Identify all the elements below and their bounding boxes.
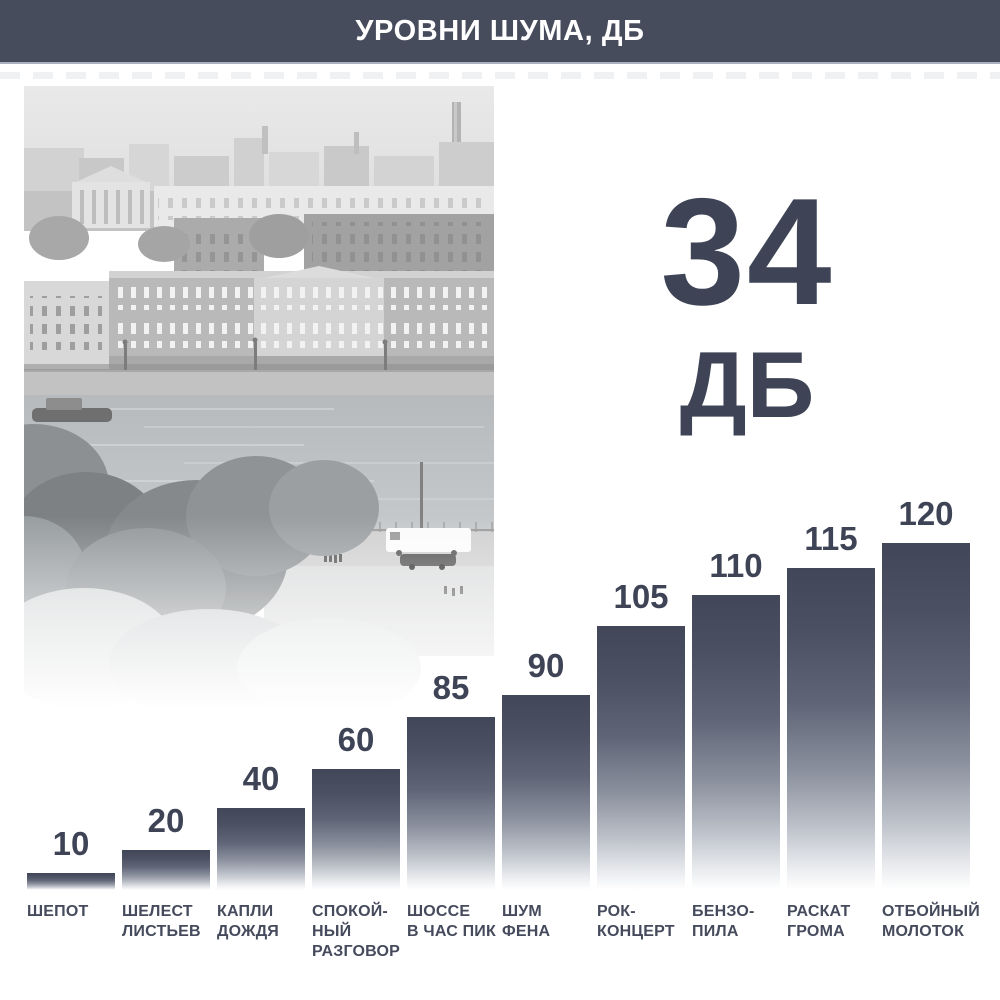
bar-column: 120	[882, 495, 970, 890]
bar-category-label: РОК- КОНЦЕРТ	[597, 903, 675, 940]
bar	[597, 626, 685, 890]
bar	[122, 850, 210, 890]
bar	[217, 808, 305, 890]
bar-value-label: 60	[337, 721, 375, 758]
header-banner: УРОВНИ ШУМА, ДБ	[0, 0, 1000, 64]
page-title: УРОВНИ ШУМА, ДБ	[355, 14, 645, 47]
highlight-block: 34 ДБ	[597, 176, 897, 432]
bar-column: 115	[787, 520, 875, 890]
highlight-value: 34	[660, 167, 834, 337]
bar-column: 110	[692, 547, 780, 890]
highlight-unit: ДБ	[679, 332, 815, 437]
bar-value-label: 115	[804, 520, 858, 557]
bar-category-label: ШЕПОТ	[27, 903, 89, 920]
bar-category-label: ОТБОЙНЫЙ МОЛОТОК	[882, 903, 980, 940]
bar-category-label: КАПЛИ ДОЖДЯ	[217, 903, 279, 940]
city-photo-illustration	[24, 86, 494, 710]
bar-column: 20	[122, 802, 210, 890]
bar	[692, 595, 780, 890]
bar-category-label: ШОССЕ В ЧАС ПИК	[407, 903, 496, 940]
photo-mid-buildings	[24, 166, 494, 296]
photo-embankment	[24, 337, 494, 395]
bar-category-label: СПОКОЙ- НЫЙ РАЗГОВОР	[312, 903, 401, 960]
bar	[312, 769, 400, 890]
bar-value-label: 10	[52, 825, 90, 862]
decor-dash-strip	[0, 72, 1000, 79]
bar	[407, 717, 495, 890]
bar	[787, 568, 875, 890]
bar-value-label: 40	[242, 760, 280, 797]
bar-column: 105	[597, 578, 685, 890]
bar-column: 10	[27, 825, 115, 890]
bar	[27, 873, 115, 890]
bar-column: 60	[312, 721, 400, 890]
bar-value-label: 90	[527, 647, 565, 684]
bar-value-label: 20	[147, 802, 185, 839]
bar-category-label: ШЕЛЕСТ ЛИСТЬЕВ	[122, 903, 201, 940]
bar-value-label: 110	[709, 547, 763, 584]
bar-value-label: 105	[613, 578, 669, 615]
bar	[502, 695, 590, 890]
bar-column: 40	[217, 760, 305, 890]
bar-column: 90	[502, 647, 590, 890]
bar	[882, 543, 970, 890]
photo-bottom-fade	[24, 516, 494, 710]
bar-category-label: БЕНЗО- ПИЛА	[692, 903, 755, 940]
bar-category-label: ШУМ ФЕНА	[502, 903, 551, 940]
bar-value-label: 120	[898, 495, 954, 532]
city-photo	[24, 86, 494, 710]
bar-category-label: РАСКАТ ГРОМА	[787, 903, 851, 940]
photo-grand-facade	[24, 266, 494, 371]
